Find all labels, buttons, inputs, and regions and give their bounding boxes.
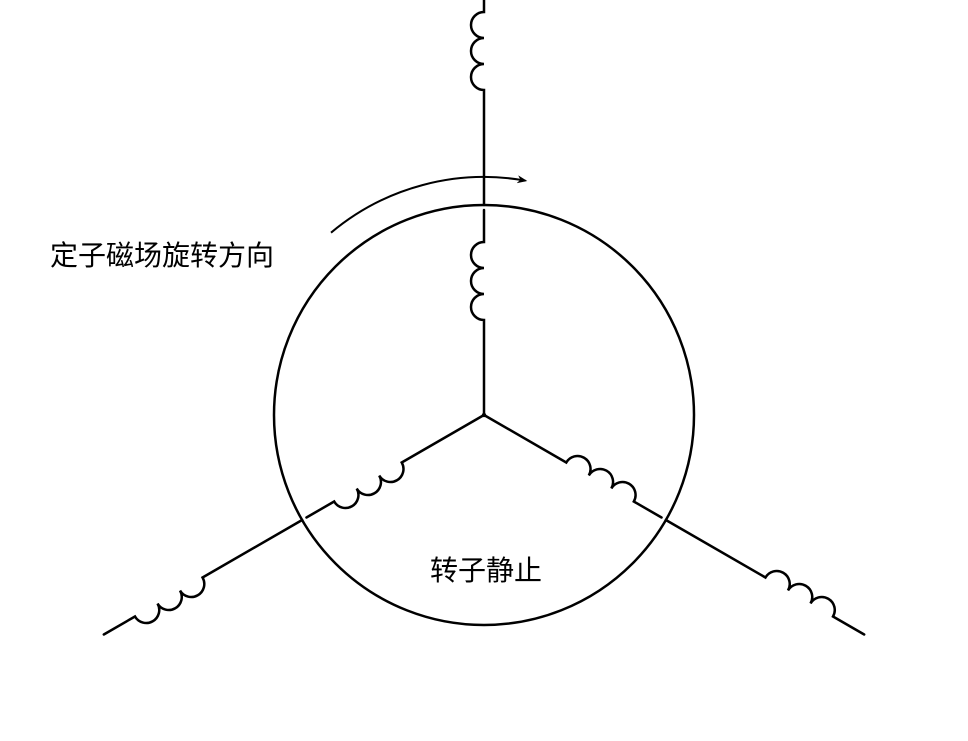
stator-winding-1 <box>104 520 302 635</box>
diagram-layer: 定子磁场旋转方向转子静止 <box>50 0 864 635</box>
motor-schematic: 定子磁场旋转方向转子静止 <box>0 0 968 741</box>
stator-winding-0 <box>471 0 484 205</box>
rotor-static-label: 转子静止 <box>430 555 542 587</box>
stator-winding-2 <box>666 520 864 635</box>
rotor-winding-0 <box>471 210 484 415</box>
rotor-center-node <box>482 413 486 417</box>
stator-direction-label: 定子磁场旋转方向 <box>50 240 274 272</box>
rotor-winding-2 <box>484 415 662 518</box>
rotor-winding-1 <box>306 415 484 518</box>
